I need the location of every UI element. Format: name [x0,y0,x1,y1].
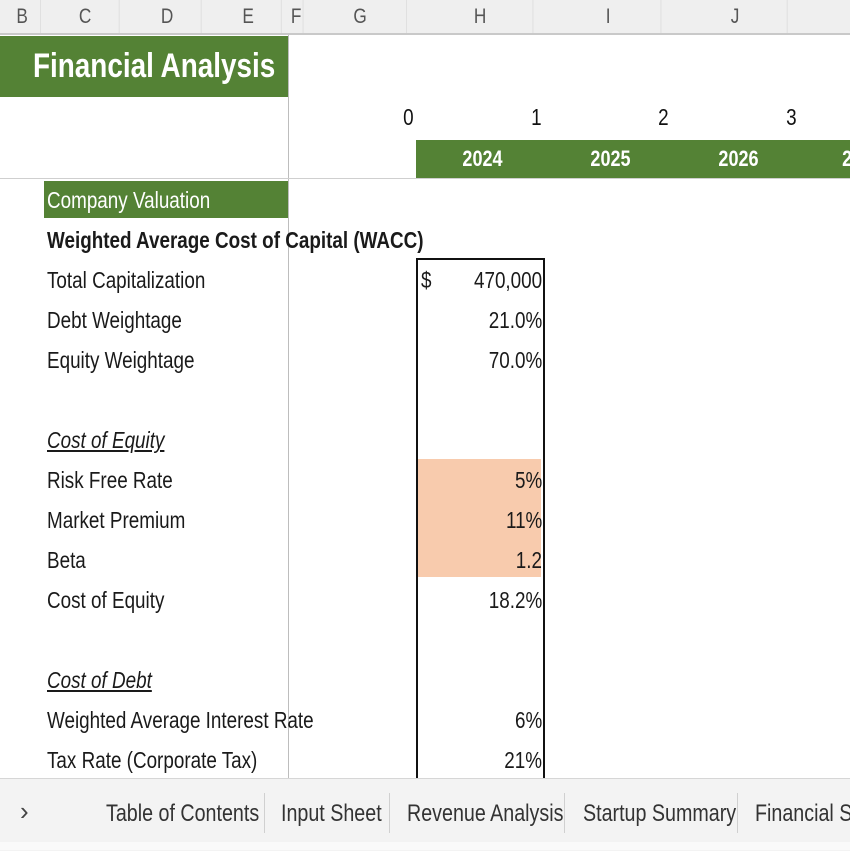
year-2024: 2024 [462,146,503,171]
tab-table-of-contents[interactable]: Table of Contents [106,800,260,827]
column-header-bar [0,0,850,35]
period-index-0: 0 [403,104,414,130]
cell-interest-rate[interactable]: 6% [514,707,542,733]
currency-symbol: $ [421,267,432,293]
column-header-c[interactable]: C [51,0,120,33]
section-title: Company Valuation [47,187,211,213]
tab-separator [737,793,738,833]
column-header-d[interactable]: D [133,0,202,33]
tab-input-sheet[interactable]: Input Sheet [281,800,382,827]
row-label-cost-of-equity: Cost of Equity [47,587,165,613]
year-2027-partial: 2 [842,140,850,178]
row-label-tax-rate: Tax Rate (Corporate Tax) [47,747,258,773]
cell-risk-free-rate[interactable]: 5% [514,467,542,493]
tab-financial-statements[interactable]: Financial Sta [755,800,850,827]
cell-tax-rate[interactable]: 21% [504,747,542,773]
tab-startup-summary[interactable]: Startup Summary [583,800,737,827]
cell-equity-weightage[interactable]: 70.0% [488,347,542,373]
cell-total-capitalization[interactable]: 470,000 [473,267,542,293]
column-header-g[interactable]: G [314,0,407,33]
page-title: Financial Analysis [33,47,276,85]
year-2026: 2026 [718,146,759,171]
title-banner [0,36,288,97]
tab-revenue-analysis[interactable]: Revenue Analysis [407,800,564,827]
values-column-border [416,258,545,790]
status-strip [0,842,850,850]
input-cells-highlight [418,459,541,577]
column-header-f[interactable]: F [290,0,304,33]
row-label-market-premium: Market Premium [47,507,186,533]
year-2025: 2025 [590,146,631,171]
section-banner [44,181,288,218]
row-label-beta: Beta [47,547,86,573]
cell-cost-of-equity[interactable]: 18.2% [488,587,542,613]
period-index-1: 1 [531,104,542,130]
tab-separator [564,793,565,833]
row-label-wacc: Weighted Average Cost of Capital (WACC) [47,227,424,253]
chevron-right-icon[interactable]: › [20,796,29,826]
column-header-i[interactable]: I [556,0,662,33]
row-label-debt-weightage: Debt Weightage [47,307,182,333]
column-header-b[interactable]: B [4,0,41,33]
header-divider [0,178,850,179]
row-label-equity-weightage: Equity Weightage [47,347,195,373]
row-label-total-capitalization: Total Capitalization [47,267,206,293]
row-label-risk-free-rate: Risk Free Rate [47,467,173,493]
cell-debt-weightage[interactable]: 21.0% [488,307,542,333]
column-header-h[interactable]: H [428,0,534,33]
year-header-bar [416,140,850,178]
tab-separator [264,793,265,833]
column-header-j[interactable]: J [683,0,788,33]
period-index-3: 3 [786,104,797,130]
subsection-cost-of-equity: Cost of Equity [47,427,165,453]
column-header-e[interactable]: E [215,0,282,33]
tab-separator [389,793,390,833]
cell-beta[interactable]: 1.2 [515,547,542,573]
period-index-2: 2 [658,104,669,130]
cell-market-premium[interactable]: 11% [505,507,542,533]
subsection-cost-of-debt: Cost of Debt [47,667,152,693]
sheet-tab-bar [0,778,850,851]
row-label-interest-rate: Weighted Average Interest Rate [47,707,314,733]
freeze-pane-divider [288,35,289,778]
